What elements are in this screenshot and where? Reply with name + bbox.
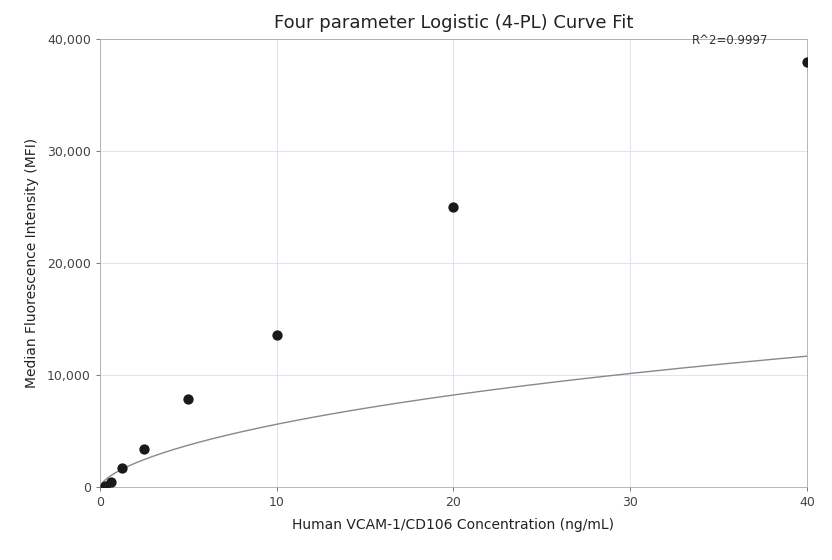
Y-axis label: Median Fluorescence Intensity (MFI): Median Fluorescence Intensity (MFI) (25, 138, 38, 388)
Point (116, 464, 129, 473)
Point (447, 203, 460, 212)
Text: R^2=0.9997: R^2=0.9997 (692, 34, 769, 47)
Title: Four parameter Logistic (4-PL) Curve Fit: Four parameter Logistic (4-PL) Curve Fit (274, 14, 633, 32)
Point (800, 57, 814, 66)
X-axis label: Human VCAM-1/CD106 Concentration (ng/mL): Human VCAM-1/CD106 Concentration (ng/mL) (292, 517, 615, 531)
Point (99, 481, 112, 490)
Point (137, 445, 151, 454)
Point (181, 394, 195, 403)
Point (270, 330, 283, 339)
Point (104, 478, 117, 487)
